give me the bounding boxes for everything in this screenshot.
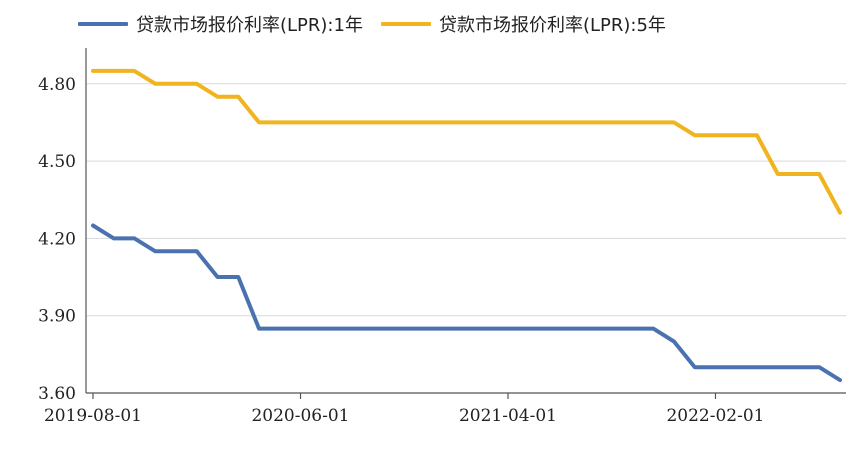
legend: 贷款市场报价利率(LPR):1年 贷款市场报价利率(LPR):5年 bbox=[78, 10, 666, 38]
series-line-5y bbox=[91, 68, 842, 215]
y-tick-label: 4.50 bbox=[38, 152, 76, 172]
legend-label-5y: 贷款市场报价利率(LPR):5年 bbox=[438, 15, 666, 36]
y-tick-label: 3.60 bbox=[38, 384, 76, 404]
legend-swatch-1y bbox=[78, 22, 128, 26]
legend-item-1y: 贷款市场报价利率(LPR):1年 bbox=[78, 11, 363, 37]
x-tick-label: 2022-02-01 bbox=[666, 406, 764, 426]
legend-swatch-5y bbox=[380, 22, 431, 26]
series-line-1y bbox=[91, 223, 842, 383]
x-tick-label: 2021-04-01 bbox=[459, 406, 557, 426]
y-tick-label: 4.20 bbox=[38, 229, 76, 249]
x-tick-label: 2020-06-01 bbox=[251, 406, 349, 426]
x-tick-label: 2019-08-01 bbox=[44, 406, 142, 426]
y-tick-label: 4.80 bbox=[38, 75, 76, 95]
y-tick-label: 3.90 bbox=[38, 307, 76, 327]
legend-label-1y: 贷款市场报价利率(LPR):1年 bbox=[136, 15, 363, 36]
legend-item-5y: 贷款市场报价利率(LPR):5年 bbox=[380, 11, 666, 37]
